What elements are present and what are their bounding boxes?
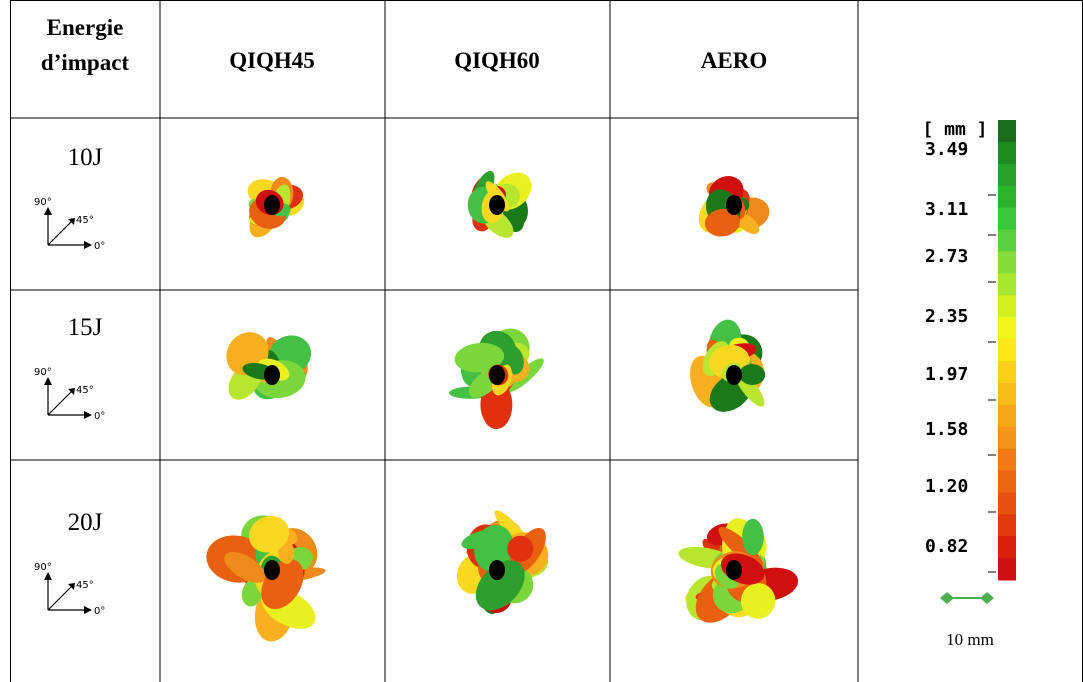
axis-label: 90°: [34, 562, 52, 573]
damage-patch: [475, 560, 525, 611]
colorbar-band: [998, 251, 1016, 274]
axis-arrows: [44, 377, 92, 419]
colorbar-band: [998, 295, 1016, 318]
colorbar-band: [998, 185, 1016, 209]
colorbar-band: [998, 448, 1016, 471]
table-grid: [10, 0, 1083, 682]
colorbar-band: [998, 470, 1016, 493]
axis-label: 0°: [94, 411, 105, 422]
colorbar-unit: [ mm ]: [922, 119, 987, 140]
colorbar-tick-label: 2.35: [925, 306, 968, 327]
axis-label: 0°: [94, 241, 105, 252]
colorbar-band: [998, 558, 1016, 581]
axis-label: 45°: [76, 385, 94, 396]
impact-core: [264, 560, 280, 580]
damage-map: [690, 319, 766, 412]
colorbar-tick-label: 1.58: [925, 419, 968, 440]
colorbar-band: [998, 141, 1016, 165]
colorbar-tick-label: 1.97: [925, 364, 968, 385]
header-energy: d’impact: [41, 50, 130, 75]
header-column: QIQH45: [229, 48, 315, 73]
colorbar-band: [998, 163, 1016, 187]
impact-core: [489, 195, 505, 215]
axis-label: 45°: [76, 580, 94, 591]
scale-label: 10 mm: [946, 630, 994, 649]
axis-icon: [47, 575, 88, 611]
colorbar-tick-label: 0.82: [925, 536, 968, 557]
colorbar-band: [998, 514, 1016, 537]
colorbar-tick-label: 1.20: [925, 476, 968, 497]
impact-core: [726, 560, 742, 580]
scale-bar: [940, 592, 994, 604]
impact-core: [726, 195, 742, 215]
damage-patch: [740, 583, 776, 619]
damage-patch: [704, 208, 740, 237]
damage-patch: [461, 529, 500, 549]
colorbar-tick-label: 3.49: [925, 139, 968, 160]
colorbar-band: [998, 426, 1016, 450]
impact-core: [489, 560, 505, 580]
damage-patch: [739, 364, 766, 385]
damage-map: [698, 176, 770, 237]
colorbar-band: [998, 404, 1016, 428]
colorbar-band: [998, 207, 1016, 231]
damage-map: [467, 170, 532, 238]
impact-core: [264, 365, 280, 385]
impact-core: [264, 195, 280, 215]
scale-diamonds: [940, 592, 994, 604]
colorbar-band: [998, 339, 1016, 362]
axis-label: 90°: [34, 197, 52, 208]
header-column: AERO: [701, 48, 767, 73]
energy-label: 15J: [68, 314, 103, 341]
axis-label: 90°: [34, 367, 52, 378]
energy-label: 20J: [68, 509, 103, 536]
colorbar-tick-label: 2.73: [925, 246, 968, 267]
impact-core: [489, 365, 505, 385]
colorbar-band: [998, 382, 1016, 406]
axis-label: 45°: [76, 215, 94, 226]
header-energy: Energie: [47, 15, 124, 40]
damage-patch: [507, 535, 534, 562]
damage-map: [449, 328, 544, 430]
damage-patch: [454, 342, 505, 373]
damage-map: [206, 515, 326, 642]
colorbar-band: [998, 317, 1016, 340]
impact-core: [726, 365, 742, 385]
damage-patch: [742, 518, 764, 556]
damage-map: [226, 332, 312, 400]
header-column: QIQH60: [454, 48, 540, 73]
colorbar-band: [998, 360, 1016, 384]
damage-patch: [248, 515, 290, 553]
axis-label: 0°: [94, 606, 105, 617]
colorbar-band: [998, 273, 1016, 296]
colorbar-band: [998, 120, 1016, 143]
axis-icon: [47, 210, 88, 246]
colorbar-tick-label: 3.11: [925, 199, 968, 220]
energy-label: 10J: [68, 144, 103, 171]
colorbar-band: [998, 229, 1016, 252]
axis-arrows: [44, 207, 92, 249]
damage-map: [678, 518, 799, 623]
damage-map: [247, 176, 305, 238]
colorbar-band: [998, 536, 1016, 559]
damage-map: [456, 510, 549, 615]
axis-icon: [47, 380, 88, 416]
axis-arrows: [44, 572, 92, 614]
damage-patch: [224, 551, 266, 583]
colorbar-band: [998, 492, 1016, 515]
